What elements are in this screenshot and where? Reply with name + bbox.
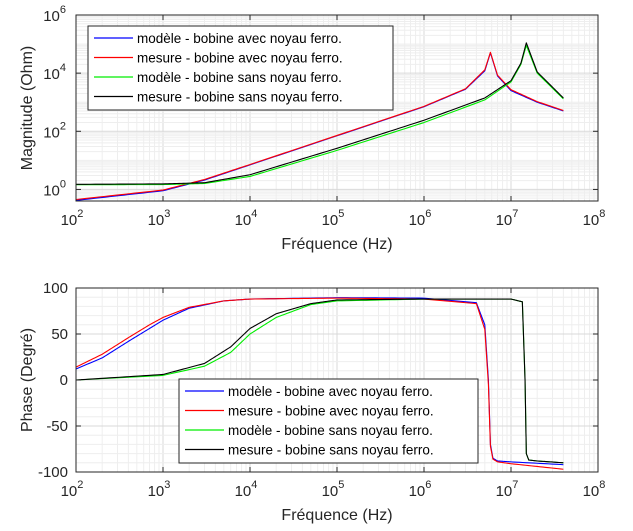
legend: modèle - bobine avec noyau ferro. mesure … — [87, 25, 394, 111]
series-line-1 — [76, 297, 564, 466]
x-tick-exponent: 8 — [599, 208, 605, 220]
y-tick-exponent: 0 — [60, 178, 66, 190]
x-tick-exponent: 7 — [512, 479, 518, 491]
x-tick-exponent: 4 — [251, 479, 257, 491]
legend-label: modèle - bobine sans noyau ferro. — [228, 423, 433, 438]
series-line-4 — [76, 298, 564, 464]
x-tick-exponent: 7 — [512, 208, 518, 220]
x-tick-base: 10 — [496, 212, 513, 229]
x-tick-label: 103 — [148, 479, 171, 500]
y-tick-label: -100 — [38, 464, 68, 481]
x-tick-base: 10 — [409, 483, 426, 500]
x-tick-base: 10 — [61, 212, 78, 229]
chart-2: 102 103 104 105 106 107 108-100-50050100Fréque… — [19, 280, 605, 524]
y-tick-label: -50 — [46, 418, 68, 435]
chart-1: 102 103 104 105 106 107 108100102104106Fréquen… — [19, 4, 605, 253]
y-tick-label: 50 — [51, 326, 68, 343]
series-line-2 — [76, 51, 564, 201]
x-tick-base: 10 — [322, 212, 339, 229]
legend-label: modèle - bobine sans noyau ferro. — [137, 70, 342, 85]
series-group — [76, 42, 564, 201]
x-tick-label: 105 — [322, 208, 345, 229]
series-line-2 — [76, 297, 564, 470]
y-tick-label: 100 — [43, 280, 68, 297]
x-tick-exponent: 5 — [338, 208, 344, 220]
y-tick-base: 10 — [43, 124, 60, 141]
x-tick-exponent: 8 — [599, 479, 605, 491]
x-tick-label: 104 — [235, 479, 258, 500]
y-tick-label: 102 — [43, 120, 66, 141]
x-axis-label: Fréquence (Hz) — [281, 507, 392, 524]
y-tick-exponent: 4 — [60, 62, 66, 74]
x-tick-base: 10 — [322, 483, 339, 500]
x-tick-label: 106 — [409, 479, 432, 500]
x-tick-base: 10 — [409, 212, 426, 229]
series-line-3 — [76, 44, 564, 186]
x-tick-base: 10 — [148, 212, 165, 229]
y-tick-base: 10 — [43, 66, 60, 83]
y-axis-label: Magnitude (Ohm) — [19, 46, 36, 171]
y-axis-label: Phase (Degré) — [19, 328, 36, 432]
x-tick-exponent: 5 — [338, 479, 344, 491]
x-tick-base: 10 — [148, 483, 165, 500]
y-tick-exponent: 6 — [60, 4, 66, 16]
x-tick-label: 102 — [61, 208, 84, 229]
x-tick-exponent: 3 — [164, 479, 170, 491]
x-tick-exponent: 2 — [77, 208, 83, 220]
x-tick-exponent: 6 — [425, 479, 431, 491]
series-line-4 — [76, 42, 564, 185]
x-tick-label: 107 — [496, 208, 519, 229]
legend-box — [87, 25, 394, 111]
series-group — [76, 297, 564, 470]
y-tick-label: 100 — [43, 178, 66, 199]
y-tick-label: 104 — [43, 62, 66, 83]
x-tick-label: 107 — [496, 479, 519, 500]
x-tick-label: 105 — [322, 479, 345, 500]
x-tick-exponent: 2 — [77, 479, 83, 491]
x-tick-label: 104 — [235, 208, 258, 229]
y-tick-base: 10 — [43, 182, 60, 199]
legend-label: mesure - bobine sans noyau ferro. — [137, 90, 343, 105]
legend-label: mesure - bobine avec noyau ferro. — [137, 51, 343, 66]
x-tick-exponent: 3 — [164, 208, 170, 220]
x-tick-base: 10 — [61, 483, 78, 500]
x-tick-base: 10 — [235, 212, 252, 229]
x-tick-exponent: 6 — [425, 208, 431, 220]
x-tick-exponent: 4 — [251, 208, 257, 220]
y-tick-label: 0 — [60, 372, 68, 389]
x-tick-label: 108 — [583, 479, 606, 500]
legend-label: mesure - bobine sans noyau ferro. — [228, 443, 434, 458]
legend-box — [178, 378, 479, 464]
legend-label: modèle - bobine avec noyau ferro. — [137, 31, 342, 46]
x-tick-base: 10 — [583, 212, 600, 229]
x-tick-label: 103 — [148, 208, 171, 229]
x-axis-label: Fréquence (Hz) — [281, 236, 392, 253]
y-tick-exponent: 2 — [60, 120, 66, 132]
x-tick-label: 106 — [409, 208, 432, 229]
x-tick-label: 108 — [583, 208, 606, 229]
legend-label: mesure - bobine avec noyau ferro. — [228, 404, 434, 419]
x-tick-base: 10 — [496, 483, 513, 500]
y-tick-base: 10 — [43, 8, 60, 25]
legend-label: modèle - bobine avec noyau ferro. — [228, 384, 433, 399]
y-tick-label: 106 — [43, 4, 66, 25]
x-tick-label: 102 — [61, 479, 84, 500]
x-tick-base: 10 — [583, 483, 600, 500]
x-tick-base: 10 — [235, 483, 252, 500]
legend: modèle - bobine avec noyau ferro. mesure … — [178, 378, 479, 464]
